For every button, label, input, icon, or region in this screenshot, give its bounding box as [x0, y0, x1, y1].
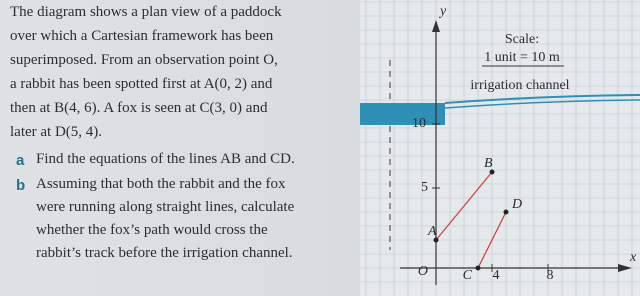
channel: [444, 99, 640, 109]
tick-label: 10: [412, 116, 426, 131]
tick-label: 5: [421, 180, 428, 195]
point: [433, 237, 439, 243]
text-line: over which a Cartesian framework has bee…: [10, 28, 274, 44]
question-line: Assuming that both the rabbit and the fo…: [36, 176, 286, 192]
point-label: D: [511, 197, 522, 212]
arrow: [432, 20, 440, 32]
tick-label: 4: [493, 268, 500, 283]
point: [475, 265, 481, 271]
point-label: C: [463, 268, 473, 283]
channel: [360, 103, 445, 125]
question-line: Find the equations of the lines AB and C…: [36, 151, 295, 167]
text-line: later at D(5, 4).: [10, 124, 103, 140]
axis-label: y: [438, 4, 447, 19]
text-line: a rabbit has been spotted first at A(0, …: [10, 76, 273, 92]
channel-label: irrigation channel: [470, 78, 569, 93]
channel: [444, 94, 640, 104]
point: [489, 169, 495, 175]
text-line: The diagram shows a plan view of a paddo…: [10, 4, 282, 20]
question-label: b: [16, 177, 26, 194]
point: [503, 209, 509, 215]
fox-track: [477, 211, 507, 269]
rabbit-track: [435, 171, 493, 241]
question-label: a: [16, 152, 25, 169]
question-line: were running along straight lines, calcu…: [36, 199, 295, 215]
grid-paper: [360, 0, 640, 296]
tick-label: 8: [547, 268, 554, 283]
scale-value: 1 unit = 10 m: [484, 50, 560, 65]
point-label: B: [484, 156, 493, 171]
axis-label: x: [629, 250, 637, 265]
diagram: y x Scale: 1 unit = 10 m irrigation chan…: [360, 0, 640, 296]
scale-title: Scale:: [505, 32, 539, 47]
question-line: whether the fox’s path would cross the: [36, 222, 268, 238]
text-line: superimposed. From an observation point …: [10, 52, 278, 68]
origin-label: O: [418, 264, 428, 279]
arrow: [618, 264, 632, 272]
question-line: rabbit’s track before the irrigation cha…: [36, 245, 293, 261]
point-label: A: [427, 224, 437, 239]
text-line: then at B(4, 6). A fox is seen at C(3, 0…: [10, 100, 268, 116]
